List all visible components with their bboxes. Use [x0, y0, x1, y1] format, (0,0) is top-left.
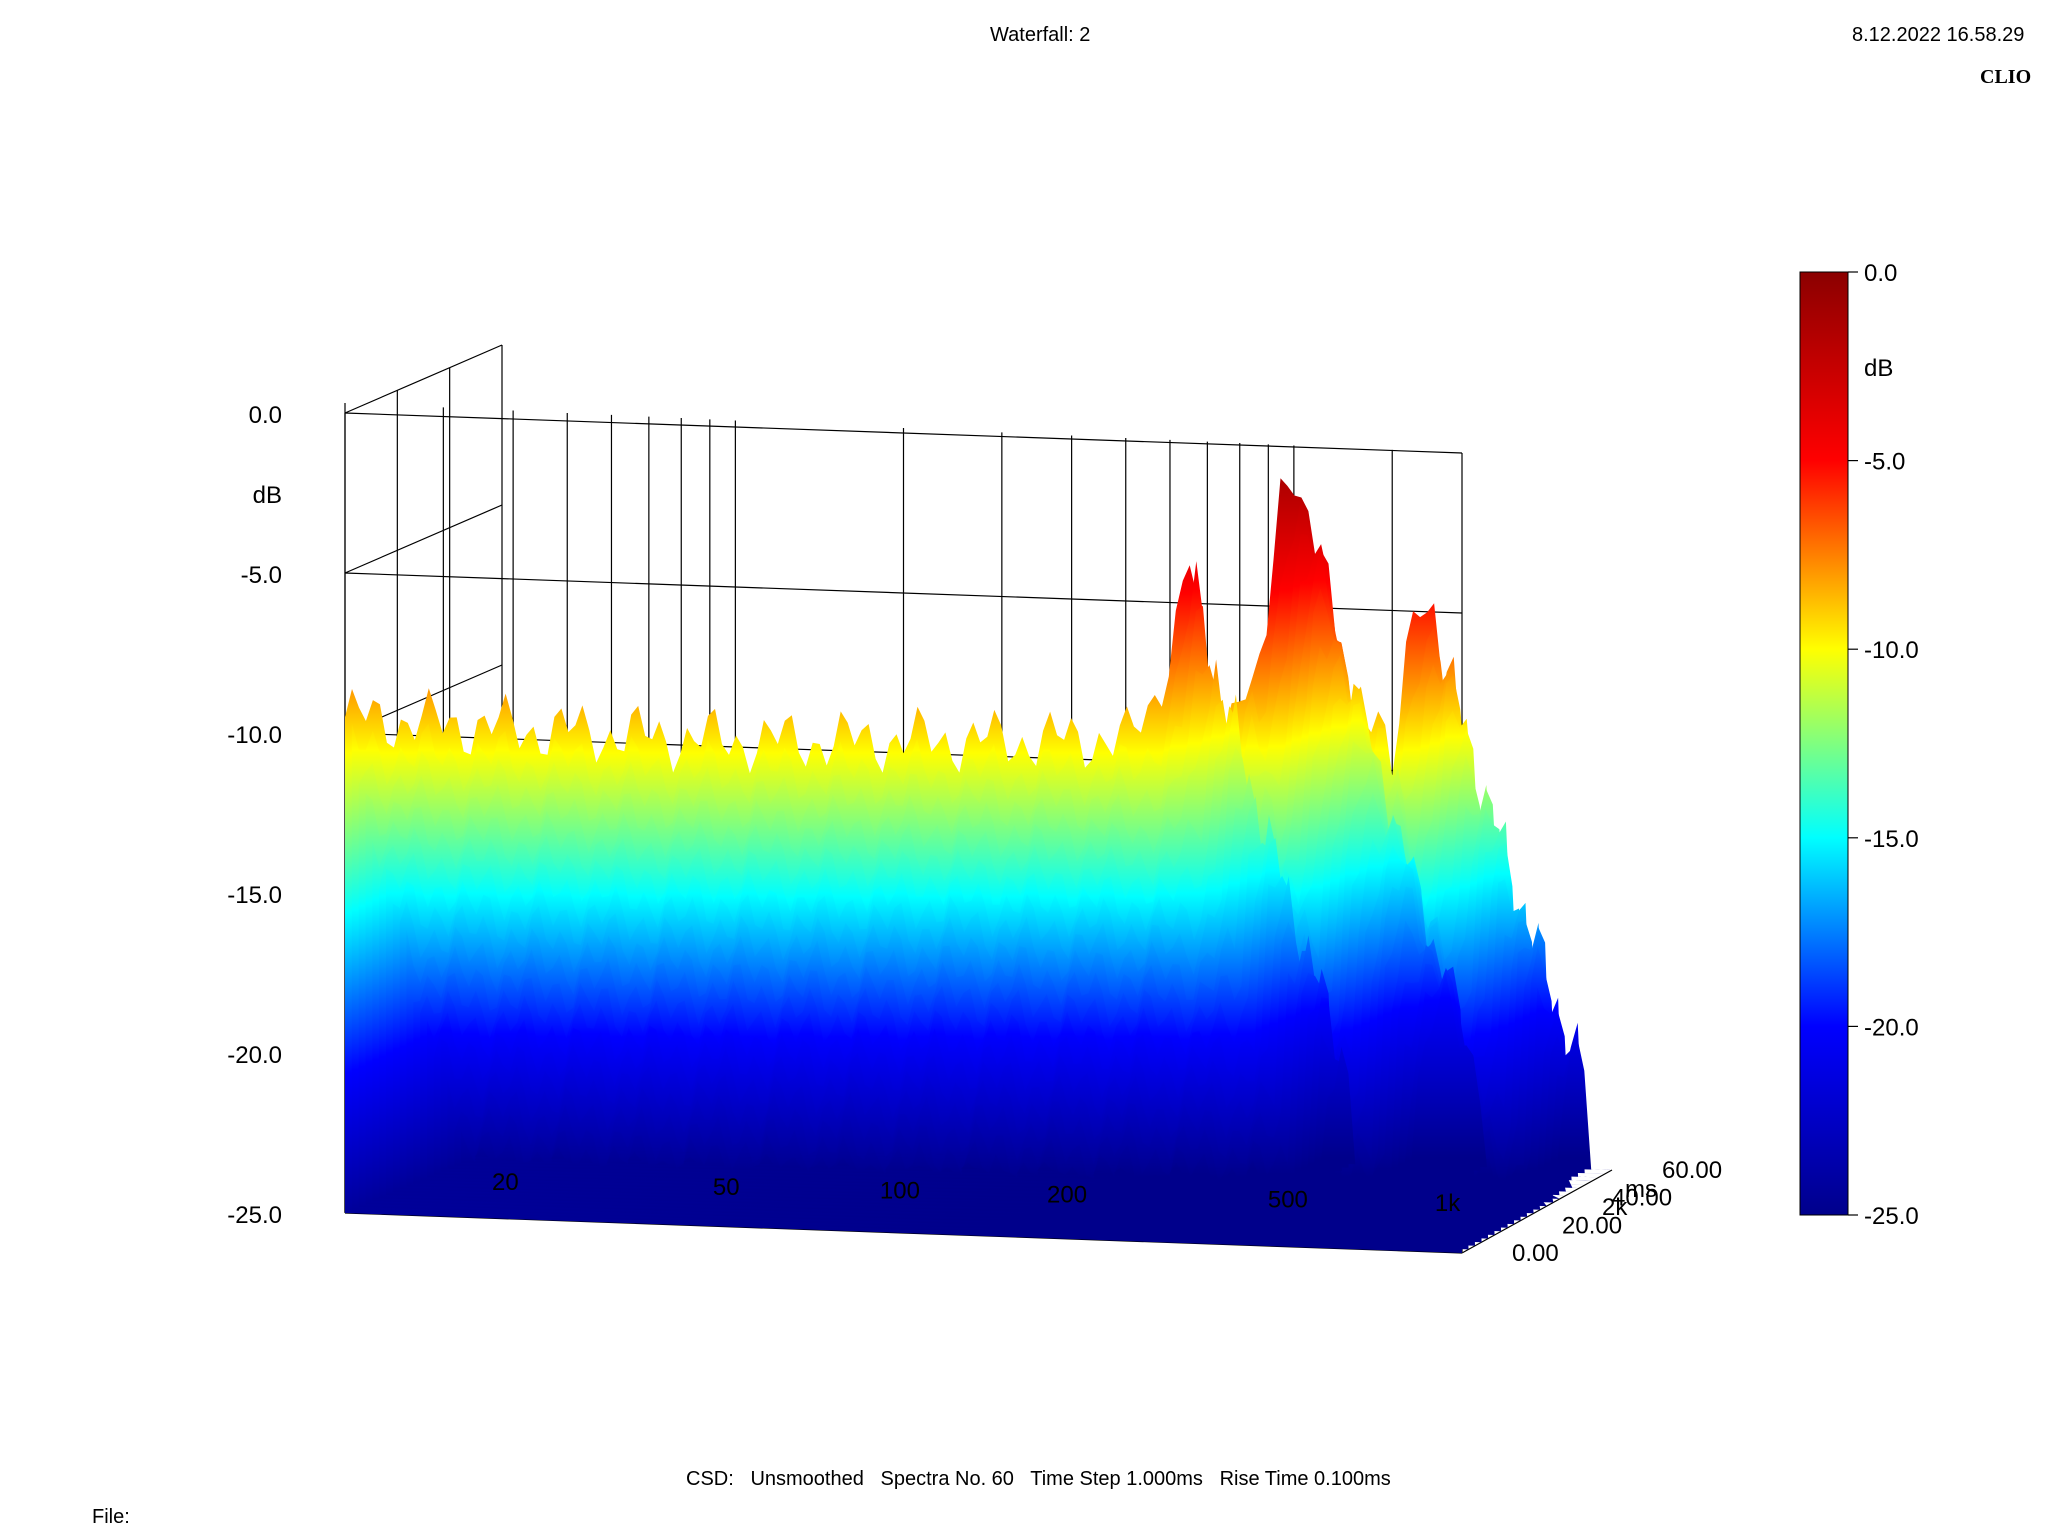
csd-info: CSD: Unsmoothed Spectra No. 60 Time Step… [686, 1468, 1391, 1490]
t-unit-label: ms [1625, 1176, 1657, 1203]
colorbar-tick-label: -20.0 [1864, 1014, 1919, 1041]
z-tick-label: -15.0 [227, 882, 282, 909]
grid-line [344, 412, 1463, 454]
x-tick-label: 1k [1435, 1190, 1461, 1217]
t-tick-label: 60.00 [1662, 1157, 1722, 1184]
colorbar-unit-label: dB [1864, 355, 1893, 382]
z-tick-label: -25.0 [227, 1202, 282, 1229]
timestamp: 8.12.2022 16.58.29 [1852, 24, 2025, 46]
x-tick-label: 100 [880, 1178, 920, 1205]
z-tick-label: -10.0 [227, 722, 282, 749]
z-tick-label: -5.0 [241, 562, 282, 589]
grid-line [1461, 1169, 1613, 1254]
spectra [345, 478, 1612, 1253]
grid-line [344, 344, 503, 414]
colorbar-tick-label: -5.0 [1864, 449, 1905, 476]
chart-title: Waterfall: 2 [990, 24, 1091, 46]
t-tick-label: 0.00 [1512, 1240, 1559, 1267]
colorbar-tick-label: -15.0 [1864, 826, 1919, 853]
spectrum-slice [502, 972, 1612, 1170]
colorbar [1799, 271, 1849, 1216]
z-tick-label: 0.0 [249, 402, 282, 429]
file-label: File: [92, 1506, 130, 1528]
x-tick-label: 200 [1047, 1182, 1087, 1209]
x-tick-label: 500 [1268, 1186, 1308, 1213]
colorbar-tick-label: -10.0 [1864, 637, 1919, 664]
x-tick-label: 20 [492, 1169, 519, 1196]
colorbar-tick-label: 0.0 [1864, 260, 1897, 287]
clio-brand: CLIO [1980, 66, 2032, 88]
z-unit-label: dB [253, 482, 282, 509]
z-tick-label: -20.0 [227, 1042, 282, 1069]
x-tick-label: 2k [1602, 1194, 1628, 1221]
colorbar-tick-label: -25.0 [1864, 1203, 1919, 1230]
grid-line [344, 504, 503, 574]
t-tick-label: 40.00 [1612, 1185, 1672, 1212]
x-tick-label: 50 [713, 1174, 740, 1201]
t-tick-label: 20.00 [1562, 1212, 1622, 1239]
